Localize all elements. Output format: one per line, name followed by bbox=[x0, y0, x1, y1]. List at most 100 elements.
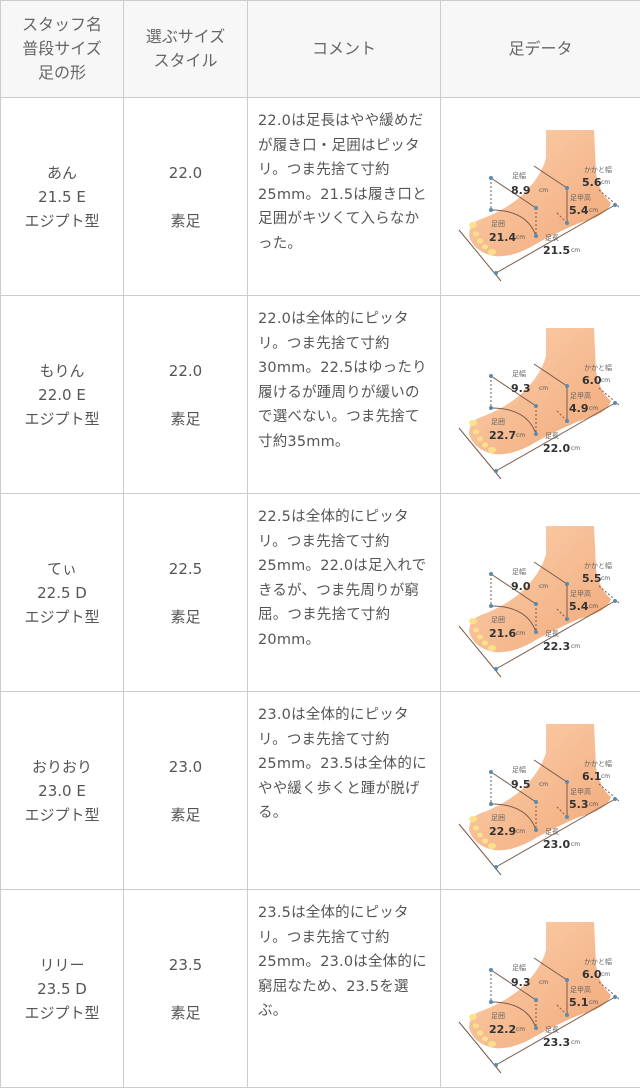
instep-value: 5.1 bbox=[569, 996, 589, 1009]
foot-shape: エジプト型 bbox=[24, 805, 100, 824]
unit: cm bbox=[571, 1039, 580, 1046]
width-value: 9.3 bbox=[511, 976, 531, 989]
unit: cm bbox=[589, 999, 598, 1006]
width-value: 9.5 bbox=[511, 778, 531, 791]
length-value: 23.3 bbox=[543, 1036, 570, 1049]
usual-size: 22.0 E bbox=[38, 385, 86, 404]
girth-value: 22.2 bbox=[489, 1023, 516, 1036]
usual-size: 23.0 E bbox=[38, 781, 86, 800]
unit: cm bbox=[601, 971, 610, 978]
unit: cm bbox=[601, 377, 610, 384]
foot-diagram: 足幅 9.3 cm かかと幅 6.0 cm 足甲高 4.9 cm 足囲 22.7 cm … bbox=[458, 327, 620, 479]
heel-label: かかと幅 bbox=[584, 363, 612, 372]
unit: cm bbox=[539, 781, 548, 788]
girth-label: 足囲 bbox=[491, 1012, 505, 1020]
header-line: 足の形 bbox=[37, 63, 86, 82]
length-value: 22.0 bbox=[543, 442, 570, 455]
table-row: リリー 23.5 D エジプト型 23.5 素足 23.5は全体的にピッタリ。つ… bbox=[0, 889, 640, 1088]
staff-name: リリー bbox=[39, 955, 85, 974]
width-value: 9.0 bbox=[511, 580, 531, 593]
girth-label: 足囲 bbox=[491, 814, 505, 822]
girth-value: 21.4 bbox=[489, 231, 516, 244]
length-value: 23.0 bbox=[543, 838, 570, 851]
style: 素足 bbox=[170, 409, 201, 428]
unit: cm bbox=[516, 1026, 525, 1033]
heel-label: かかと幅 bbox=[584, 957, 612, 966]
foot-shape: エジプト型 bbox=[24, 409, 100, 428]
width-label: 足幅 bbox=[512, 567, 526, 576]
instep-label: 足甲高 bbox=[570, 589, 591, 598]
length-value: 22.3 bbox=[543, 640, 570, 653]
header-line: 選ぶサイズ bbox=[145, 27, 226, 46]
chosen-size: 23.5 bbox=[168, 955, 203, 974]
foot-data-cell: 足幅 9.5 cm かかと幅 6.1 cm 足甲高 5.3 cm 足囲 22.9 cm … bbox=[440, 691, 640, 890]
heel-label: かかと幅 bbox=[584, 759, 612, 768]
unit: cm bbox=[539, 385, 548, 392]
foot-diagram: 足幅 8.9 cm かかと幅 5.6 cm 足甲高 5.4 cm 足囲 21.4 cm … bbox=[458, 129, 620, 281]
foot-data-cell: 足幅 9.3 cm かかと幅 6.0 cm 足甲高 5.1 cm 足囲 22.2 cm … bbox=[440, 889, 640, 1088]
unit: cm bbox=[539, 979, 548, 986]
foot-shape: エジプト型 bbox=[24, 1003, 100, 1022]
heel-value: 6.0 bbox=[582, 968, 602, 981]
chosen-size: 23.0 bbox=[168, 757, 203, 776]
length-label: 足長 bbox=[545, 234, 559, 242]
foot-data-cell: 足幅 9.0 cm かかと幅 5.5 cm 足甲高 5.4 cm 足囲 21.6 cm … bbox=[440, 493, 640, 692]
foot-diagram: 足幅 9.0 cm かかと幅 5.5 cm 足甲高 5.4 cm 足囲 21.6 cm … bbox=[458, 525, 620, 677]
foot-data-cell: 足幅 9.3 cm かかと幅 6.0 cm 足甲高 4.9 cm 足囲 22.7 cm … bbox=[440, 295, 640, 494]
unit: cm bbox=[516, 630, 525, 637]
chosen-size-cell: 22.0 素足 bbox=[123, 295, 248, 494]
style: 素足 bbox=[170, 1003, 201, 1022]
header-line: 普段サイズ bbox=[22, 39, 102, 58]
unit: cm bbox=[539, 187, 548, 194]
width-label: 足幅 bbox=[512, 963, 526, 972]
instep-label: 足甲高 bbox=[570, 985, 591, 994]
style: 素足 bbox=[170, 211, 201, 230]
header-line: スタッフ名 bbox=[21, 15, 102, 34]
table-row: てぃ 22.5 D エジプト型 22.5 素足 22.5は全体的にピッタリ。つま… bbox=[0, 493, 640, 692]
width-value: 9.3 bbox=[511, 382, 531, 395]
chosen-size: 22.5 bbox=[168, 559, 203, 578]
staff-cell: てぃ 22.5 D エジプト型 bbox=[0, 493, 124, 692]
style: 素足 bbox=[170, 607, 201, 626]
staff-cell: もりん 22.0 E エジプト型 bbox=[0, 295, 124, 494]
foot-illustration bbox=[469, 327, 611, 454]
length-label: 足長 bbox=[545, 432, 559, 440]
chosen-size-cell: 23.5 素足 bbox=[123, 889, 248, 1088]
usual-size: 23.5 D bbox=[37, 979, 87, 998]
foot-shape: エジプト型 bbox=[24, 211, 100, 230]
heel-value: 5.6 bbox=[582, 176, 602, 189]
chosen-size-cell: 22.0 素足 bbox=[123, 97, 248, 296]
header-row: スタッフ名 普段サイズ 足の形 選ぶサイズ スタイル コメント 足データ bbox=[0, 0, 640, 98]
length-value: 21.5 bbox=[543, 244, 570, 257]
unit: cm bbox=[539, 583, 548, 590]
foot-illustration bbox=[469, 525, 611, 652]
unit: cm bbox=[571, 841, 580, 848]
unit: cm bbox=[589, 207, 598, 214]
staff-name: もりん bbox=[39, 361, 85, 380]
width-value: 8.9 bbox=[511, 184, 531, 197]
foot-illustration bbox=[469, 921, 611, 1048]
unit: cm bbox=[516, 234, 525, 241]
chosen-size-cell: 23.0 素足 bbox=[123, 691, 248, 890]
unit: cm bbox=[589, 603, 598, 610]
comment: 22.0は全体的にピッタリ。つま先捨て寸約30mm。22.5はゆったり履けるが踵… bbox=[247, 295, 441, 494]
header-size: 選ぶサイズ スタイル bbox=[123, 0, 248, 98]
comment: 22.0は足長はやや緩めだが履き口・足囲はピッタリ。つま先捨て寸約25mm。21… bbox=[247, 97, 441, 296]
heel-label: かかと幅 bbox=[584, 561, 612, 570]
usual-size: 21.5 E bbox=[38, 187, 86, 206]
foot-diagram: 足幅 9.3 cm かかと幅 6.0 cm 足甲高 5.1 cm 足囲 22.2 cm … bbox=[458, 921, 620, 1073]
instep-label: 足甲高 bbox=[570, 391, 591, 400]
length-label: 足長 bbox=[545, 1026, 559, 1034]
staff-name: おりおり bbox=[31, 757, 92, 776]
table-row: あん 21.5 E エジプト型 22.0 素足 22.0は足長はやや緩めだが履き… bbox=[0, 97, 640, 296]
girth-label: 足囲 bbox=[491, 418, 505, 426]
length-label: 足長 bbox=[545, 828, 559, 836]
heel-value: 6.1 bbox=[582, 770, 602, 783]
staff-name: てぃ bbox=[46, 559, 77, 578]
staff-cell: リリー 23.5 D エジプト型 bbox=[0, 889, 124, 1088]
unit: cm bbox=[571, 445, 580, 452]
unit: cm bbox=[601, 773, 610, 780]
girth-label: 足囲 bbox=[491, 616, 505, 624]
girth-value: 21.6 bbox=[489, 627, 516, 640]
staff-name: あん bbox=[46, 163, 77, 182]
